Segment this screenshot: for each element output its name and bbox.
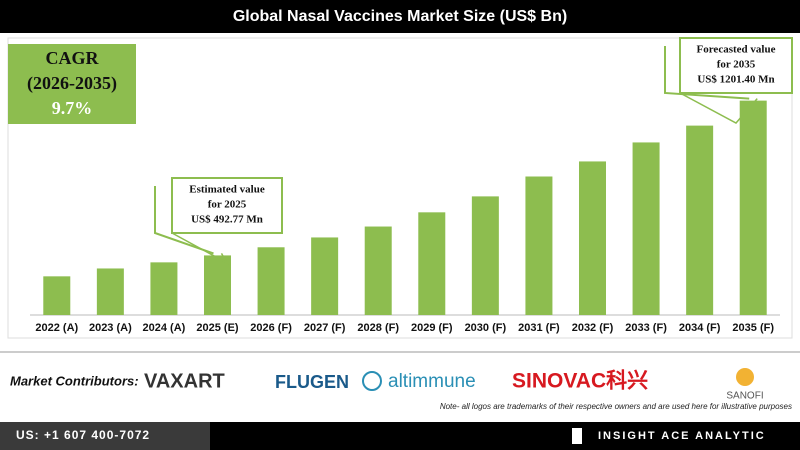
x-tick-label: 2031 (F) (518, 322, 560, 334)
logo-sinovac: SINOVAC科兴 (512, 369, 648, 393)
plot-frame (7, 37, 793, 339)
x-tick-label: 2028 (F) (357, 322, 399, 334)
callout-line (664, 46, 750, 100)
cagr-box (8, 44, 136, 124)
bar (418, 212, 446, 315)
logo-sanofi: SANOFI (726, 391, 763, 402)
bar (43, 276, 71, 315)
x-tick-label: 2035 (F) (732, 322, 774, 334)
callout-line (679, 92, 758, 124)
logo-icon (362, 371, 382, 391)
callout-box (171, 177, 283, 234)
chart-title: Global Nasal Vaccines Market Size (US$ B… (233, 8, 567, 25)
x-tick-label: 2030 (F) (465, 322, 507, 334)
bar (739, 100, 767, 315)
x-tick-label: 2029 (F) (411, 322, 453, 334)
callout-text: US$ 492.77 Mn (191, 214, 263, 226)
callout-text: for 2025 (208, 199, 247, 211)
callout-text: Estimated value (189, 184, 265, 196)
bar (471, 196, 499, 315)
bar (525, 176, 553, 315)
x-tick-label: 2026 (F) (250, 322, 292, 334)
bar (364, 226, 392, 315)
title-bar (0, 0, 800, 33)
x-tick-label: 2025 (E) (196, 322, 239, 334)
bar (204, 255, 231, 315)
bar (150, 262, 178, 315)
bar (311, 237, 339, 315)
callout-line (154, 186, 214, 255)
logo-vaxart: VAXART (144, 370, 225, 392)
cagr-value: 9.7% (52, 98, 93, 118)
x-tick-label: 2032 (F) (572, 322, 614, 334)
x-tick-label: 2024 (A) (143, 322, 186, 334)
x-tick-label: 2023 (A) (89, 322, 132, 334)
bar (257, 247, 285, 315)
footer-phone: US: +1 607 400-7072 (16, 428, 150, 442)
bar (96, 268, 124, 315)
callout-line (171, 232, 229, 265)
x-tick-label: 2022 (A) (35, 322, 78, 334)
footer-phone-bg (0, 422, 210, 450)
cagr-period: (2026-2035) (27, 73, 117, 94)
brand-icon (572, 428, 582, 444)
x-tick-label: 2034 (F) (679, 322, 721, 334)
x-tick-label: 2027 (F) (304, 322, 346, 334)
bar (686, 125, 714, 315)
footer-brand: INSIGHT ACE ANALYTIC (598, 430, 766, 442)
logo-note: Note- all logos are trademarks of their … (440, 402, 792, 411)
callout-text: for 2035 (717, 59, 756, 71)
x-tick-label: 2033 (F) (625, 322, 667, 334)
cagr-label: CAGR (46, 48, 100, 68)
bar (632, 142, 660, 315)
callout-text: Forecasted value (697, 44, 776, 56)
bar (579, 161, 606, 315)
callout-text: US$ 1201.40 Mn (697, 74, 774, 86)
contributors-label: Market Contributors: (10, 373, 139, 388)
logo-icon (736, 368, 754, 386)
logo-altimmune: altimmune (388, 371, 476, 392)
callout-box (679, 37, 793, 94)
logo-flugen: FLUGEN (275, 372, 349, 392)
